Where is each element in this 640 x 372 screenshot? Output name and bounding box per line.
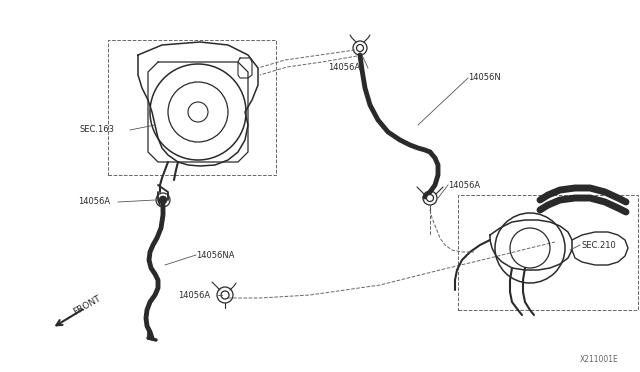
Text: 14056N: 14056N xyxy=(468,74,500,83)
Bar xyxy=(458,195,638,310)
Circle shape xyxy=(426,195,433,202)
Text: 14056A: 14056A xyxy=(328,64,360,73)
Text: SEC.210: SEC.210 xyxy=(582,241,617,250)
Text: 14056NA: 14056NA xyxy=(196,250,234,260)
Text: X211001E: X211001E xyxy=(580,356,619,365)
Circle shape xyxy=(221,291,229,299)
Circle shape xyxy=(356,45,364,51)
Text: 14056A: 14056A xyxy=(78,198,110,206)
Text: 14056A: 14056A xyxy=(178,291,210,299)
Text: SEC.163: SEC.163 xyxy=(80,125,115,135)
Circle shape xyxy=(159,196,167,204)
Bar xyxy=(108,40,276,175)
Text: 14056A: 14056A xyxy=(448,180,480,189)
Text: FRONT: FRONT xyxy=(72,294,103,317)
